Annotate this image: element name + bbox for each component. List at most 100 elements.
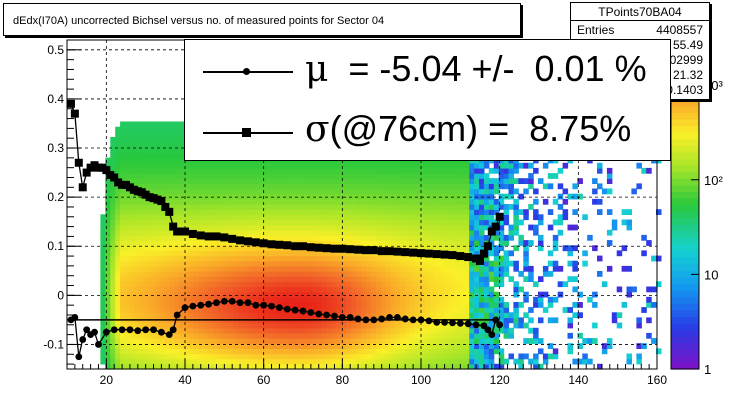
heatmap-cell <box>429 234 436 241</box>
heatmap-cell <box>179 302 185 308</box>
heatmap-cell <box>370 291 377 298</box>
heatmap-cell <box>361 332 367 339</box>
heatmap-cell <box>238 281 244 288</box>
heatmap-cell <box>267 204 274 210</box>
heatmap-cell <box>247 229 254 236</box>
heatmap-cell <box>306 348 313 355</box>
heatmap-cell <box>223 358 229 365</box>
heatmap-cell <box>523 209 529 215</box>
heatmap-cell <box>252 291 259 298</box>
heatmap-cell <box>203 353 210 360</box>
heatmap-cell <box>483 219 490 226</box>
heatmap-cell <box>233 240 239 246</box>
heatmap-cell <box>262 343 269 349</box>
heatmap-cell <box>277 276 283 282</box>
heatmap-cell <box>420 322 426 329</box>
heatmap-cell <box>125 219 131 226</box>
heatmap-cell <box>144 348 151 355</box>
heatmap-cell <box>292 291 298 298</box>
heatmap-cell <box>110 312 116 319</box>
heatmap-cell <box>287 291 293 298</box>
heatmap-cell <box>592 291 598 298</box>
heatmap-cell <box>336 265 342 272</box>
heatmap-cell <box>341 198 347 205</box>
heatmap-cell <box>405 265 411 272</box>
heatmap-cell <box>139 338 146 344</box>
heatmap-cell <box>159 131 165 138</box>
heatmap-cell <box>169 291 175 298</box>
heatmap-cell <box>577 332 583 339</box>
heatmap-cell <box>444 358 451 365</box>
heatmap-cell <box>464 338 470 344</box>
heatmap-cell <box>287 363 293 370</box>
heatmap-cell <box>331 348 337 355</box>
heatmap-cell <box>365 265 372 272</box>
heatmap-cell <box>302 188 308 195</box>
heatmap-cell <box>646 296 652 303</box>
heatmap-cell <box>188 327 195 334</box>
heatmap-cell <box>646 302 652 308</box>
sigma-point <box>432 250 441 259</box>
heatmap-cell <box>218 286 224 293</box>
heatmap-cell <box>508 173 514 179</box>
heatmap-cell <box>449 188 455 195</box>
heatmap-cell <box>179 291 185 298</box>
heatmap-cell <box>488 198 495 205</box>
heatmap-cell <box>277 332 283 339</box>
heatmap-cell <box>277 312 283 319</box>
heatmap-cell <box>198 265 205 272</box>
heatmap-cell <box>454 343 460 349</box>
heatmap-cell <box>405 162 411 169</box>
heatmap-cell <box>120 286 126 293</box>
heatmap-cell <box>149 152 156 159</box>
sigma-point <box>377 247 386 256</box>
heatmap-cell <box>252 265 259 272</box>
heatmap-cell <box>277 260 283 267</box>
heatmap-cell <box>415 363 421 370</box>
sigma-point <box>188 229 197 238</box>
heatmap-cell <box>346 271 352 277</box>
heatmap-cell <box>105 183 111 190</box>
heatmap-cell <box>272 296 278 303</box>
heatmap-cell <box>439 167 446 174</box>
heatmap-cell <box>297 255 303 262</box>
heatmap-cell <box>395 348 401 355</box>
heatmap-cell <box>361 188 367 195</box>
heatmap-cell <box>321 240 328 246</box>
heatmap-cell <box>380 302 387 308</box>
heatmap-cell <box>134 281 141 288</box>
heatmap-cell <box>390 198 396 205</box>
heatmap-cell <box>243 358 249 365</box>
heatmap-cell <box>400 214 406 221</box>
heatmap-cell <box>179 286 185 293</box>
heatmap-cell <box>129 219 136 226</box>
heatmap-cell <box>247 302 254 308</box>
heatmap-cell <box>346 178 352 184</box>
mu-point <box>142 326 150 334</box>
heatmap-cell <box>100 312 106 319</box>
heatmap-cell <box>341 193 347 200</box>
heatmap-cell <box>626 219 632 226</box>
heatmap-cell <box>169 245 175 252</box>
heatmap-cell <box>321 255 328 262</box>
heatmap-cell <box>336 193 342 200</box>
heatmap-cell <box>375 229 382 236</box>
heatmap-cell <box>316 229 323 236</box>
heatmap-cell <box>134 307 141 313</box>
heatmap-cell <box>390 234 396 241</box>
heatmap-cell <box>174 286 180 293</box>
heatmap-cell <box>233 265 239 272</box>
heatmap-cell <box>105 198 111 205</box>
heatmap-cell <box>503 255 510 262</box>
heatmap-cell <box>203 296 210 303</box>
heatmap-cell <box>503 204 510 210</box>
heatmap-cell <box>243 276 249 282</box>
heatmap-cell <box>149 229 156 236</box>
heatmap-cell <box>144 363 151 370</box>
heatmap-cell <box>656 209 662 215</box>
heatmap-cell <box>365 276 372 282</box>
heatmap-cell <box>474 265 480 272</box>
heatmap-cell <box>493 198 500 205</box>
heatmap-cell <box>208 240 215 246</box>
heatmap-cell <box>361 343 367 349</box>
